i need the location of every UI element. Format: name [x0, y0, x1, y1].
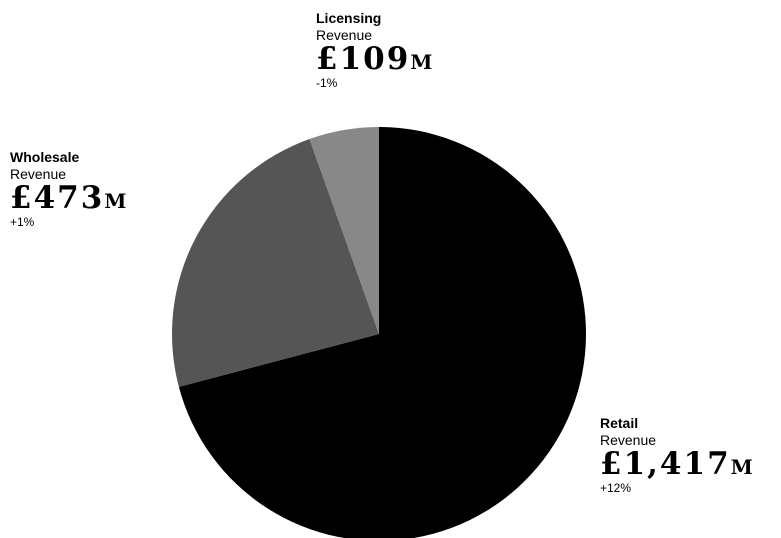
callout-licensing: Licensing Revenue £109M -1%	[316, 11, 433, 89]
value-amount-licensing: £109	[316, 41, 411, 77]
metric-label-licensing: Revenue	[316, 27, 373, 43]
pie-slice-wholesale	[172, 139, 379, 387]
change-licensing: -1%	[316, 76, 338, 90]
value-retail: £1,417M	[600, 449, 754, 480]
pie-slice-licensing	[309, 127, 379, 334]
pie-slice-retail	[178, 127, 586, 538]
value-licensing: £109M	[316, 44, 433, 75]
value-amount-wholesale: £473	[10, 180, 105, 216]
pie-slices	[172, 127, 586, 538]
change-wholesale: +1%	[10, 215, 35, 229]
segment-label-retail: Retail	[600, 415, 639, 431]
callout-retail: Retail Revenue £1,417M +12%	[600, 416, 754, 494]
value-unit-retail: M	[730, 455, 754, 479]
segment-label-licensing: Licensing	[316, 10, 382, 26]
segment-label-wholesale: Wholesale	[10, 149, 80, 165]
value-amount-retail: £1,417	[600, 446, 731, 482]
change-retail: +12%	[600, 481, 632, 495]
value-unit-licensing: M	[410, 50, 434, 74]
value-unit-wholesale: M	[104, 189, 128, 213]
metric-label-retail: Revenue	[600, 432, 657, 448]
value-wholesale: £473M	[10, 183, 127, 214]
metric-label-wholesale: Revenue	[10, 166, 67, 182]
callout-wholesale: Wholesale Revenue £473M +1%	[10, 150, 127, 228]
